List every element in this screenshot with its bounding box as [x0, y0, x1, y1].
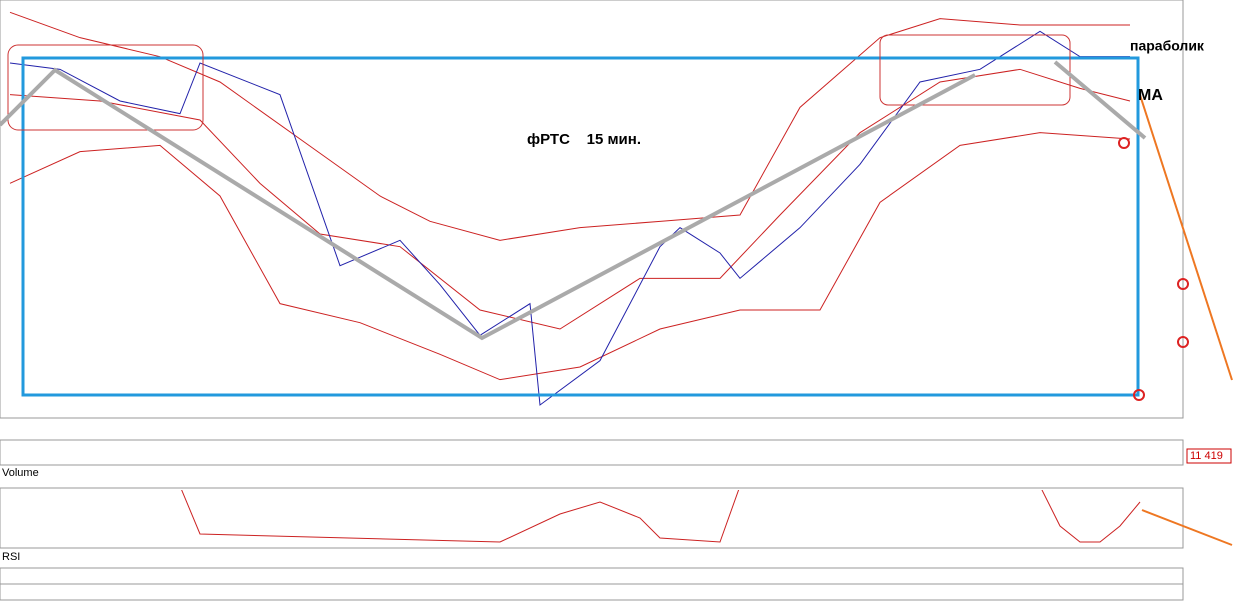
- trend-line: [0, 67, 976, 341]
- marker: [1118, 137, 1130, 149]
- chart-title: фРТС 15 мин.: [527, 131, 641, 148]
- panel-label: RSI: [2, 551, 20, 563]
- rsi-plot: [181, 490, 1141, 543]
- range-outline: [879, 34, 1071, 106]
- annotation: MA: [1138, 87, 1163, 104]
- rsi-panel: [0, 487, 1184, 549]
- marker: [1177, 336, 1189, 348]
- indicator-line: [9, 132, 1131, 381]
- volume-box: [1186, 448, 1232, 464]
- annotation: параболик: [1130, 38, 1205, 54]
- price-panel: [0, 0, 1184, 419]
- volume-panel: [0, 439, 1184, 466]
- marker: [1133, 389, 1145, 401]
- range-outline: [7, 44, 204, 131]
- range-box: [21, 56, 1140, 397]
- arrow: [1139, 94, 1233, 381]
- indicator-line: [9, 30, 1130, 406]
- marker: [1177, 278, 1189, 290]
- trend-line: [1053, 60, 1147, 140]
- rsi-line: [181, 490, 1141, 543]
- panel-label: Volume: [2, 467, 39, 479]
- arrow: [1141, 509, 1233, 546]
- indicator-line: [9, 11, 1130, 241]
- volume-label: 11 419: [1190, 450, 1223, 462]
- indicator-line: [9, 68, 1131, 330]
- annotations-layer: фРТС 15 мин. параболик MA: [0, 34, 1233, 546]
